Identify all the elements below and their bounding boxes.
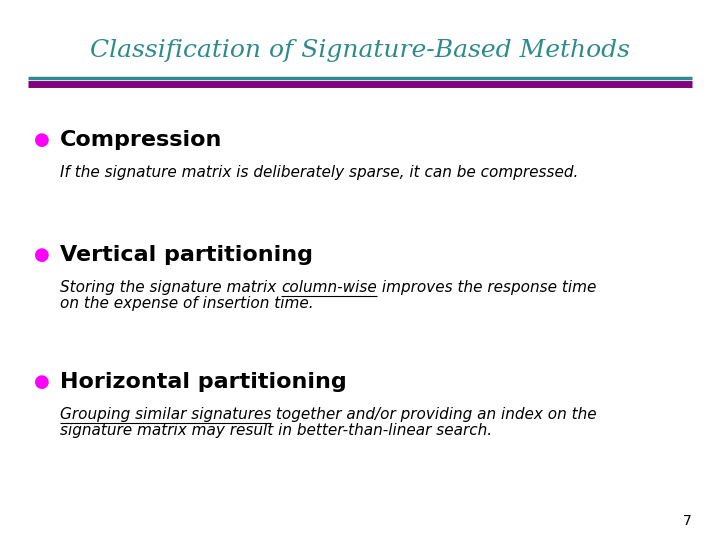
Text: 7: 7 bbox=[683, 514, 692, 528]
Text: Horizontal partitioning: Horizontal partitioning bbox=[60, 372, 347, 392]
Text: Classification of Signature-Based Methods: Classification of Signature-Based Method… bbox=[90, 38, 630, 62]
Text: Grouping similar signatures: Grouping similar signatures bbox=[60, 407, 271, 422]
Text: Vertical partitioning: Vertical partitioning bbox=[60, 245, 313, 265]
Text: on the expense of insertion time.: on the expense of insertion time. bbox=[60, 296, 314, 311]
Text: improves the response time: improves the response time bbox=[377, 280, 596, 295]
Text: Compression: Compression bbox=[60, 130, 222, 150]
Text: Storing the signature matrix: Storing the signature matrix bbox=[60, 280, 281, 295]
Text: together and/or providing an index on the: together and/or providing an index on th… bbox=[271, 407, 597, 422]
Text: column-wise: column-wise bbox=[281, 280, 377, 295]
Text: ●: ● bbox=[34, 246, 50, 264]
Text: ●: ● bbox=[34, 131, 50, 149]
Text: If the signature matrix is deliberately sparse, it can be compressed.: If the signature matrix is deliberately … bbox=[60, 165, 578, 180]
Text: signature matrix may result in better-than-linear search.: signature matrix may result in better-th… bbox=[60, 423, 492, 438]
Text: ●: ● bbox=[34, 373, 50, 391]
